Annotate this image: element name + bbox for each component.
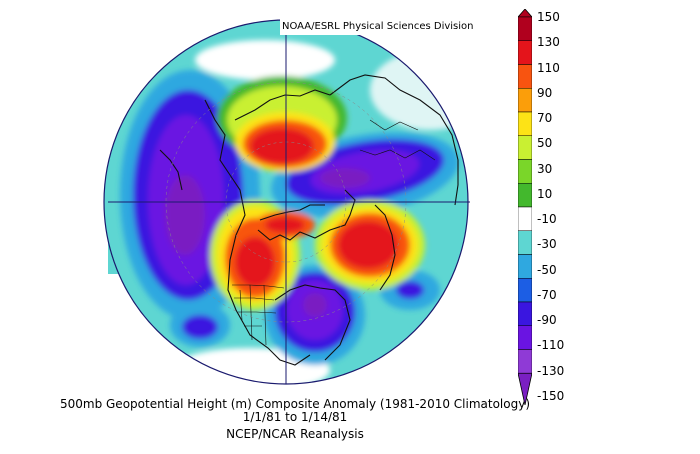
- colorbar-tick-label: 70: [537, 111, 553, 126]
- colorbar-swatch: [518, 206, 532, 231]
- colorbar-tick-label: -90: [537, 313, 557, 328]
- colorbar-tick-label: -10: [537, 212, 557, 227]
- colorbar-swatch: [518, 64, 532, 89]
- colorbar-swatch: [518, 88, 532, 113]
- colorbar-tick-label: -130: [537, 363, 565, 378]
- date-range: 1/1/81 to 1/14/81: [242, 410, 348, 424]
- colorbar-tick-label: 10: [537, 186, 553, 201]
- colorbar-swatch: [518, 325, 532, 350]
- colorbar-tick-label: 130: [537, 35, 560, 50]
- colorbar-tick-label: -110: [537, 338, 565, 353]
- colorbar-tick-label: 110: [537, 60, 560, 75]
- colorbar-tick-label: -70: [537, 287, 557, 302]
- plot-title: 500mb Geopotential Height (m) Composite …: [59, 397, 530, 411]
- colorbar-swatch: [518, 254, 532, 279]
- colorbar-tick-label: -150: [537, 389, 565, 403]
- colorbar-swatch: [518, 135, 532, 160]
- colorbar-tick-label: 30: [537, 161, 553, 176]
- colorbar-arrow-top: [518, 9, 532, 18]
- colorbar-swatch: [518, 40, 532, 65]
- colorbar-swatch: [518, 16, 532, 41]
- colorbar-swatch: [518, 301, 532, 326]
- colorbar-swatch: [518, 183, 532, 208]
- colorbar-swatch: [518, 159, 532, 184]
- credit-label: NOAA/ESRL Physical Sciences Division: [282, 21, 474, 32]
- data-source: NCEP/NCAR Reanalysis: [226, 427, 364, 441]
- colorbar-tick-label: -50: [537, 262, 557, 277]
- colorbar: [518, 9, 532, 405]
- colorbar-swatch: [518, 349, 532, 374]
- colorbar-tick-label: 50: [537, 136, 553, 151]
- contour-fill: [104, 20, 468, 384]
- colorbar-swatch: [518, 230, 532, 255]
- colorbar-tick-label: -30: [537, 237, 557, 252]
- colorbar-tick-label: 90: [537, 85, 553, 100]
- colorbar-swatch: [518, 111, 532, 136]
- colorbar-swatch: [518, 278, 532, 303]
- colorbar-tick-label: 150: [537, 10, 560, 24]
- colorbar-arrow-bottom: [518, 372, 532, 405]
